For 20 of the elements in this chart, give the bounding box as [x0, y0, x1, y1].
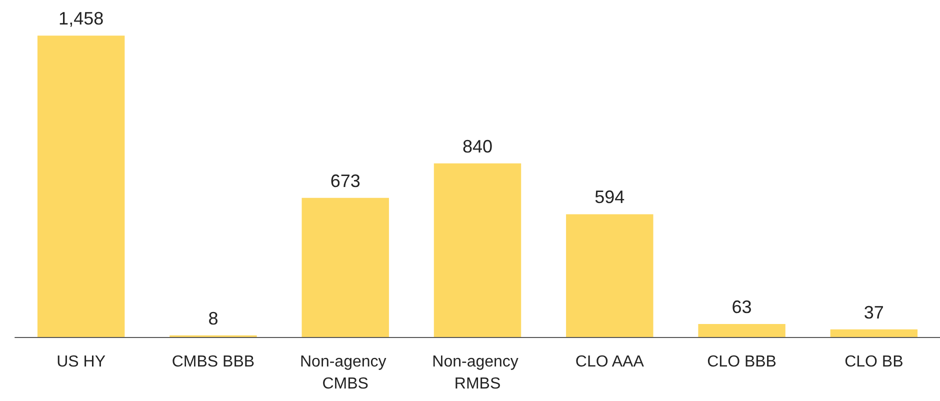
data-label: 594: [594, 187, 625, 208]
bar: [434, 163, 522, 337]
data-label: 37: [864, 302, 884, 322]
bar: [698, 324, 786, 337]
bar: [37, 36, 125, 337]
data-label: 673: [330, 170, 360, 191]
data-label: 840: [462, 136, 493, 156]
data-label: 1,458: [58, 8, 104, 29]
bar: [302, 198, 389, 337]
x-tick-label: Non-agency RMBS: [432, 354, 523, 392]
data-label: 8: [208, 308, 218, 328]
bar: [566, 214, 654, 337]
bar: [830, 329, 918, 337]
x-tick-label: US HY: [56, 354, 106, 370]
x-tick-label: CLO BBB: [707, 354, 776, 370]
x-tick-label: CMBS BBB: [172, 354, 255, 370]
x-tick-label: CLO BB: [844, 354, 904, 370]
x-tick-label: Non-agency CMBS: [300, 354, 391, 392]
x-tick-label: CLO AAA: [575, 354, 644, 370]
data-label: 63: [732, 296, 752, 317]
